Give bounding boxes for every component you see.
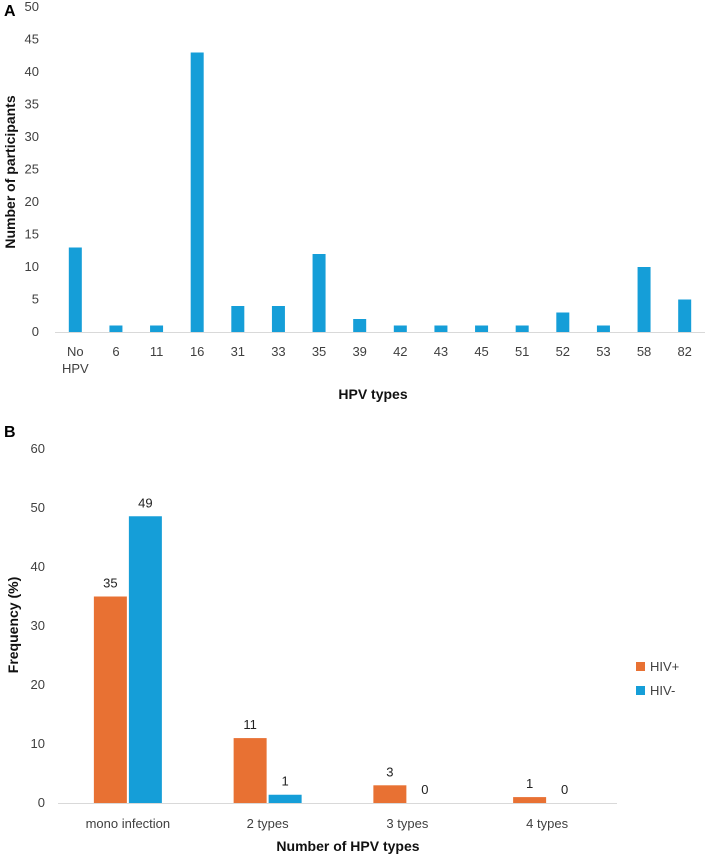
panel-b-y-tick-label: 60 — [31, 441, 45, 456]
panel-a-x-tick-label: 42 — [393, 344, 407, 359]
panel-b-x-tick-label: mono infection — [86, 816, 171, 831]
panel-b-x-tick-label: 2 types — [247, 816, 289, 831]
panel-a-bar-51 — [515, 325, 529, 332]
panel-a-y-tick-label: 25 — [25, 162, 39, 177]
panel-a-bar-16 — [190, 52, 204, 332]
panel-a-x-tick-label: 43 — [434, 344, 448, 359]
panel-b-y-tick-label: 30 — [31, 618, 45, 633]
panel-a-x-tick-label: 11 — [150, 344, 164, 359]
panel-b-x-tick-label: 3 types — [386, 816, 428, 831]
panel-b-y-tick-label: 20 — [31, 677, 45, 692]
panel-a-x-tick-label: 45 — [474, 344, 488, 359]
panel-b: B Frequency (%) Number of HPV types 0102… — [4, 424, 679, 854]
panel-a-y-axis-title: Number of participants — [2, 95, 18, 248]
panel-b-data-label-hiv-neg-4: 0 — [561, 782, 568, 797]
panel-a-bar-53 — [596, 325, 610, 332]
panel-b-data-label-hiv-neg-1: 49 — [138, 495, 152, 510]
panel-a-bar-31 — [231, 306, 245, 332]
panel-a-y-tick-label: 50 — [25, 0, 39, 14]
panel-a-y-tick-label: 35 — [25, 97, 39, 112]
panel-b-data-label-hiv-pos-4: 1 — [526, 776, 533, 791]
panel-b-data-label-hiv-pos-2: 11 — [243, 717, 257, 732]
legend-swatch-hiv-neg — [636, 686, 645, 695]
panel-a-y-tick-label: 20 — [25, 194, 39, 209]
panel-a-x-axis-title: HPV types — [338, 386, 407, 402]
panel-b-y-tick-label: 40 — [31, 559, 45, 574]
panel-a-x-tick-label: 6 — [112, 344, 119, 359]
panel-a-y-tick-label: 30 — [25, 129, 39, 144]
legend-swatch-hiv-pos — [636, 662, 645, 671]
panel-b-x-axis-title: Number of HPV types — [276, 838, 419, 854]
panel-a-x-tick-label: No — [67, 344, 84, 359]
panel-a-bar-33 — [271, 306, 285, 332]
panel-b-y-tick-label: 0 — [38, 795, 45, 810]
panel-b-x-ticks: mono infection 2 types 3 types 4 types — [86, 816, 569, 831]
panel-b-data-label-hiv-pos-3: 3 — [386, 764, 393, 779]
panel-a-letter: A — [4, 3, 16, 20]
panel-a-x-tick-label: 52 — [556, 344, 570, 359]
panel-a-x-tick-label: 35 — [312, 344, 326, 359]
panel-a-bar-82 — [678, 299, 692, 332]
panel-a-x-tick-label: 39 — [352, 344, 366, 359]
panel-a-bar-11 — [150, 325, 164, 332]
panel-a-bar-39 — [353, 319, 367, 332]
panel-a-bar-45 — [475, 325, 489, 332]
panel-a-x-tick-label: 33 — [271, 344, 285, 359]
panel-b-data-label-hiv-neg-3: 0 — [421, 782, 428, 797]
panel-a-bars — [68, 52, 692, 332]
panel-a-y-tick-label: 10 — [25, 259, 39, 274]
panel-a-y-tick-label: 40 — [25, 64, 39, 79]
panel-b-y-ticks: 0 10 20 30 40 50 60 — [31, 441, 45, 810]
panel-b-bar-hiv-neg-1 — [128, 516, 162, 803]
panel-b-data-label-hiv-pos-1: 35 — [103, 576, 117, 591]
panel-a-bar-42 — [393, 325, 407, 332]
panel-a-y-ticks: 0 5 10 15 20 25 30 35 40 45 50 — [25, 0, 39, 339]
panel-b-y-tick-label: 50 — [31, 500, 45, 515]
panel-a-bar-6 — [109, 325, 123, 332]
panel-b-x-tick-label: 4 types — [526, 816, 568, 831]
panel-a-x-tick-label: 51 — [515, 344, 529, 359]
panel-a-x-tick-label: 31 — [231, 344, 245, 359]
panel-b-y-axis-title: Frequency (%) — [5, 577, 21, 673]
panel-a-y-tick-label: 15 — [25, 227, 39, 242]
panel-a-bar-35 — [312, 254, 326, 332]
panel-a-y-tick-label: 45 — [25, 32, 39, 47]
panel-a-x-tick-label: 16 — [190, 344, 204, 359]
panel-b-bar-hiv-pos-2 — [233, 738, 267, 803]
panel-a-bar-no-hpv — [68, 247, 82, 332]
panel-b-bar-hiv-pos-4 — [513, 797, 547, 803]
panel-a-x-tick-label: HPV — [62, 361, 89, 376]
legend-label-hiv-pos: HIV+ — [650, 659, 679, 674]
panel-a-bar-52 — [556, 312, 570, 332]
panel-a-x-ticks: No HPV 6 11 16 31 33 35 39 42 43 45 51 52 53 58 82 — [62, 344, 692, 376]
panel-b-bar-hiv-pos-3 — [373, 785, 407, 803]
panel-b-letter: B — [4, 424, 16, 441]
panel-b-y-tick-label: 10 — [31, 736, 45, 751]
legend-label-hiv-neg: HIV- — [650, 683, 675, 698]
panel-a-x-tick-label: 58 — [637, 344, 651, 359]
panel-b-legend: HIV+ HIV- — [636, 659, 679, 698]
panel-a-y-tick-label: 5 — [32, 292, 39, 307]
panel-a: A Number of participants HPV types 0 5 10 1… — [2, 0, 705, 402]
panel-a-x-tick-label: 53 — [596, 344, 610, 359]
panel-a-bar-58 — [637, 267, 651, 332]
panel-a-x-tick-label: 82 — [677, 344, 691, 359]
panel-b-bar-hiv-neg-2 — [268, 794, 302, 803]
panel-a-bar-43 — [434, 325, 448, 332]
panel-b-data-label-hiv-neg-2: 1 — [282, 774, 289, 789]
panel-b-bar-hiv-pos-1 — [93, 596, 127, 803]
panel-a-y-tick-label: 0 — [32, 324, 39, 339]
panel-b-bars — [93, 516, 547, 803]
